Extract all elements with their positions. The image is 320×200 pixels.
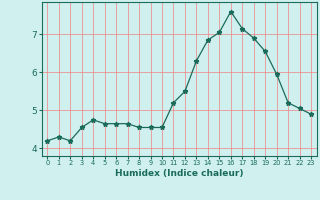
X-axis label: Humidex (Indice chaleur): Humidex (Indice chaleur) <box>115 169 244 178</box>
